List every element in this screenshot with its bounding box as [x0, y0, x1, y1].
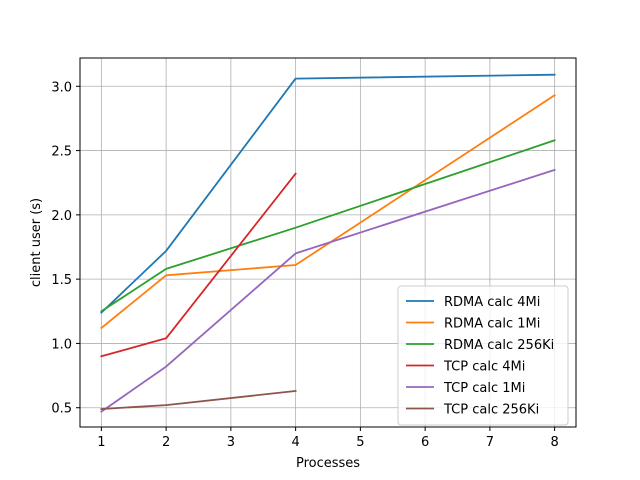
y-tick-label: 2.5 [51, 145, 72, 160]
y-tick-label: 1.5 [51, 273, 72, 288]
legend-label: TCP calc 256Ki [443, 403, 539, 418]
x-tick-label: 2 [162, 435, 170, 450]
legend-label: TCP calc 4Mi [443, 360, 525, 375]
series-line-0 [100, 73, 556, 314]
series-line-5 [100, 390, 297, 410]
y-tick-label: 2.0 [51, 209, 72, 224]
series-line-2 [100, 139, 556, 313]
legend: RDMA calc 4Mi RDMA calc 1Mi RDMA calc 256K… [397, 285, 569, 426]
x-tick-label: 3 [227, 435, 235, 450]
x-tick-label: 4 [291, 435, 299, 450]
y-tick-label: 3.0 [51, 80, 72, 95]
legend-label: RDMA calc 1Mi [444, 317, 540, 332]
x-tick-label: 6 [421, 435, 429, 450]
x-tick-label: 7 [486, 435, 494, 450]
legend-label: RDMA calc 256Ki [444, 338, 554, 353]
x-tick-label: 1 [97, 435, 105, 450]
x-axis-label: Processes [296, 456, 360, 471]
series-line-3 [100, 172, 297, 358]
series-line-1 [100, 94, 556, 330]
x-tick-label: 5 [356, 435, 364, 450]
plot-frame [79, 57, 577, 428]
axis-ticks: 1 2 3 4 5 6 7 8 0.5 1.0 1.5 2.0 2.5 3.0 [51, 80, 558, 450]
series-line-4 [100, 168, 556, 413]
y-axis-label: client user (s) [29, 198, 44, 287]
legend-label: TCP calc 1Mi [443, 381, 525, 396]
legend-box [397, 285, 569, 426]
legend-label: RDMA calc 4Mi [444, 295, 540, 310]
x-tick-label: 8 [550, 435, 558, 450]
y-tick-label: 0.5 [51, 402, 72, 417]
y-tick-label: 1.0 [51, 337, 72, 352]
series-lines [100, 73, 556, 413]
